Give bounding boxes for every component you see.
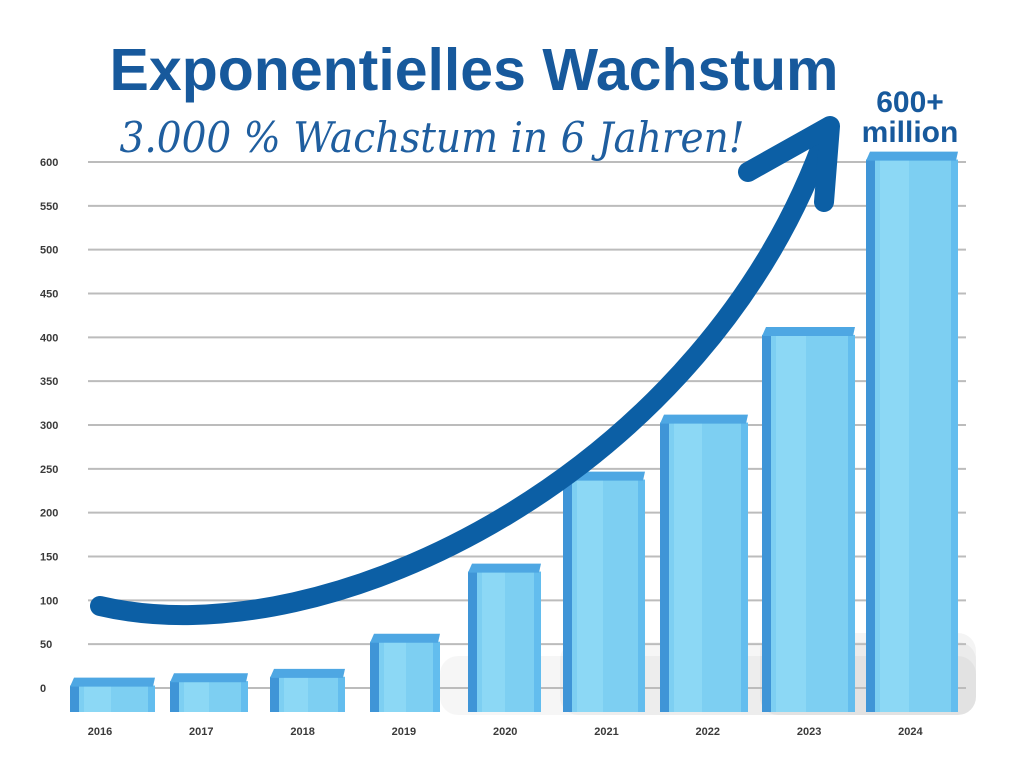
y-tick-label: 500 (40, 245, 58, 257)
x-tick-label: 2023 (797, 726, 821, 738)
bar-2017 (170, 673, 248, 712)
bar-right-edge (848, 334, 855, 712)
bar-side-face (270, 676, 279, 712)
x-tick-label: 2020 (493, 726, 517, 738)
bar-right-edge (951, 159, 958, 712)
bar-front-face (563, 479, 645, 712)
bar-side-face (660, 422, 669, 712)
bar-front-face (70, 685, 155, 712)
bar-side-face (170, 681, 179, 712)
bar-highlight (384, 641, 406, 712)
bar-side-face (563, 479, 572, 712)
x-tick-label: 2019 (392, 726, 416, 738)
x-tick-label: 2021 (594, 726, 618, 738)
bar-2022 (660, 414, 748, 712)
bar-2019 (370, 633, 440, 712)
x-tick-label: 2018 (290, 726, 314, 738)
bar-right-edge (638, 479, 645, 712)
bar-side-face (70, 685, 79, 712)
bar-highlight (84, 685, 111, 712)
bar-top-face (70, 677, 155, 687)
y-tick-label: 100 (40, 595, 58, 607)
y-tick-label: 200 (40, 508, 58, 520)
bar-top-face (866, 151, 958, 161)
y-tick-label: 300 (40, 420, 58, 432)
bar-right-edge (338, 676, 345, 712)
bar-2021 (563, 471, 645, 712)
x-axis: 2016 2017 2018 2019 2020 2021 2022 2023 2024 (88, 726, 924, 738)
bar-side-face (370, 641, 379, 712)
bar-right-edge (741, 422, 748, 712)
bar-top-face (660, 414, 748, 424)
arrowhead-icon (738, 116, 840, 212)
bar-highlight (284, 676, 308, 712)
bar-top-face (170, 673, 248, 683)
growth-arrow-icon (90, 120, 837, 625)
bar-2020 (468, 563, 541, 712)
y-tick-label: 450 (40, 289, 58, 301)
bar-top-face (370, 633, 440, 643)
bar-right-edge (433, 641, 440, 712)
bar-highlight (184, 681, 209, 712)
y-tick-label: 600 (40, 157, 58, 169)
y-tick-label: 50 (40, 639, 52, 651)
y-axis: 0 50 100 150 200 250 300 350 400 450 500 550 600 (40, 157, 58, 695)
bar-side-face (468, 571, 477, 712)
annotation-value: 600+ (876, 86, 944, 119)
bar-highlight (880, 159, 909, 712)
x-tick-label: 2024 (898, 726, 923, 738)
bar-right-edge (241, 681, 248, 712)
chart-title: Exponentielles Wachstum (110, 37, 839, 103)
bars (70, 151, 958, 712)
bar-front-face (762, 334, 855, 712)
bar-top-face (762, 326, 855, 336)
bar-highlight (482, 571, 505, 712)
bar-front-face (660, 422, 748, 712)
bar-right-edge (148, 685, 155, 712)
bar-2016 (70, 677, 155, 712)
x-tick-label: 2022 (696, 726, 720, 738)
bar-2018 (270, 668, 345, 712)
y-tick-label: 400 (40, 332, 58, 344)
y-tick-label: 250 (40, 464, 58, 476)
bar-highlight (674, 422, 702, 712)
bar-side-face (762, 334, 771, 712)
x-tick-label: 2016 (88, 726, 112, 738)
bar-right-edge (534, 571, 541, 712)
bar-highlight (776, 334, 806, 712)
y-tick-label: 150 (40, 552, 58, 564)
chart-subtitle: 3.000 % Wachstum in 6 Jahren! (120, 113, 745, 162)
bar-front-face (866, 159, 958, 712)
y-tick-label: 0 (40, 683, 46, 695)
bar-top-face (270, 668, 345, 678)
bar-highlight (577, 479, 603, 712)
x-tick-label: 2017 (189, 726, 213, 738)
bar-top-face (468, 563, 541, 573)
y-tick-label: 350 (40, 376, 58, 388)
annotation-unit: million (862, 116, 959, 149)
bar-2024 (866, 151, 958, 712)
y-tick-label: 550 (40, 201, 58, 213)
bar-side-face (866, 159, 875, 712)
bar-2023 (762, 326, 855, 712)
